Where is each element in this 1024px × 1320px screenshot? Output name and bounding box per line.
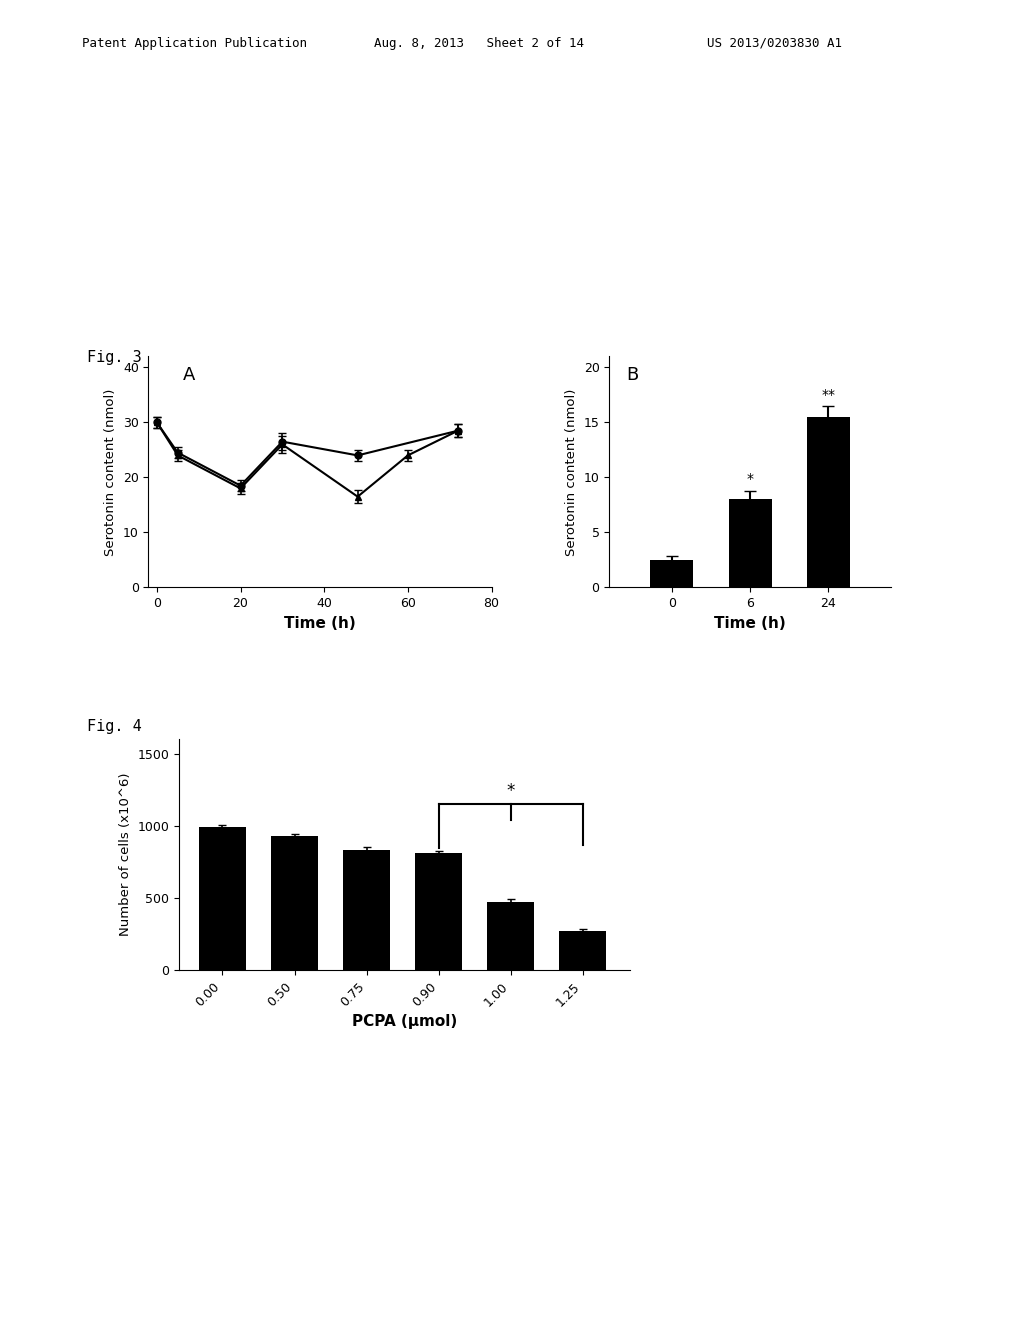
Text: Fig. 3: Fig. 3	[87, 350, 141, 364]
X-axis label: Time (h): Time (h)	[714, 615, 786, 631]
Y-axis label: Serotonin content (nmol): Serotonin content (nmol)	[104, 388, 118, 556]
Text: A: A	[182, 366, 196, 384]
Text: *: *	[746, 473, 754, 486]
Text: B: B	[626, 366, 638, 384]
Bar	[728, 499, 772, 587]
Bar	[487, 903, 535, 970]
X-axis label: PCPA (μmol): PCPA (μmol)	[352, 1015, 457, 1030]
Bar	[199, 828, 246, 970]
Bar	[807, 417, 850, 587]
Y-axis label: Serotonin content (nmol): Serotonin content (nmol)	[565, 388, 579, 556]
Text: Fig. 4: Fig. 4	[87, 719, 141, 734]
Bar	[416, 853, 462, 970]
Bar	[650, 560, 693, 587]
Text: Aug. 8, 2013   Sheet 2 of 14: Aug. 8, 2013 Sheet 2 of 14	[374, 37, 584, 50]
Bar	[343, 850, 390, 970]
Y-axis label: Number of cells (x10^6): Number of cells (x10^6)	[119, 774, 132, 936]
Text: US 2013/0203830 A1: US 2013/0203830 A1	[707, 37, 842, 50]
Bar	[271, 836, 318, 970]
Bar	[559, 931, 606, 970]
X-axis label: Time (h): Time (h)	[284, 615, 356, 631]
Text: Patent Application Publication: Patent Application Publication	[82, 37, 307, 50]
Text: *: *	[507, 781, 515, 800]
Text: **: **	[821, 388, 836, 401]
